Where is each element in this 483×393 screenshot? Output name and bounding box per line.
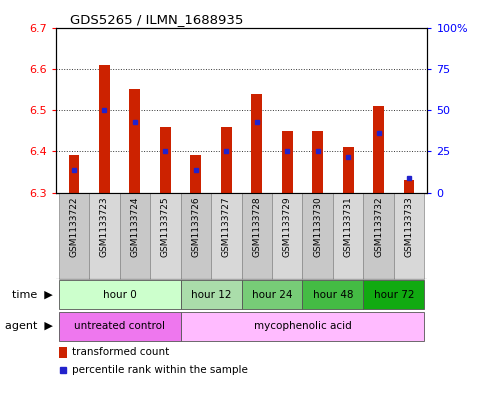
Text: transformed count: transformed count xyxy=(72,347,170,357)
Text: GSM1133725: GSM1133725 xyxy=(161,196,170,257)
Bar xyxy=(302,280,363,309)
Bar xyxy=(373,106,384,193)
Text: GSM1133724: GSM1133724 xyxy=(130,196,139,257)
Text: hour 48: hour 48 xyxy=(313,290,353,300)
Bar xyxy=(363,193,394,279)
Text: time  ▶: time ▶ xyxy=(13,290,53,300)
Text: agent  ▶: agent ▶ xyxy=(5,321,53,331)
Text: GSM1133723: GSM1133723 xyxy=(100,196,109,257)
Text: GDS5265 / ILMN_1688935: GDS5265 / ILMN_1688935 xyxy=(71,13,244,26)
Bar xyxy=(242,193,272,279)
Text: GSM1133731: GSM1133731 xyxy=(344,196,353,257)
Bar xyxy=(343,147,354,193)
Text: untreated control: untreated control xyxy=(74,321,165,331)
Bar xyxy=(150,193,181,279)
Bar xyxy=(129,90,140,193)
Text: GSM1133729: GSM1133729 xyxy=(283,196,292,257)
Text: mycophenolic acid: mycophenolic acid xyxy=(254,321,351,331)
Text: hour 0: hour 0 xyxy=(103,290,136,300)
Bar xyxy=(313,131,323,193)
Bar xyxy=(252,94,262,193)
Text: GSM1133732: GSM1133732 xyxy=(374,196,383,257)
Bar xyxy=(58,193,89,279)
Bar xyxy=(221,127,231,193)
Bar xyxy=(272,193,302,279)
Bar xyxy=(89,193,120,279)
Bar xyxy=(404,180,414,193)
Text: hour 72: hour 72 xyxy=(374,290,414,300)
Bar xyxy=(333,193,363,279)
Text: GSM1133727: GSM1133727 xyxy=(222,196,231,257)
Bar xyxy=(190,156,201,193)
Bar xyxy=(181,312,425,341)
Bar xyxy=(363,280,425,309)
Text: GSM1133728: GSM1133728 xyxy=(252,196,261,257)
Bar xyxy=(282,131,293,193)
Text: GSM1133726: GSM1133726 xyxy=(191,196,200,257)
Text: percentile rank within the sample: percentile rank within the sample xyxy=(72,365,248,375)
Bar xyxy=(302,193,333,279)
Bar xyxy=(58,280,181,309)
Bar xyxy=(59,347,68,358)
Bar xyxy=(394,193,425,279)
Text: hour 12: hour 12 xyxy=(191,290,231,300)
Text: GSM1133733: GSM1133733 xyxy=(405,196,413,257)
Bar xyxy=(69,156,79,193)
Bar xyxy=(160,127,170,193)
Bar xyxy=(99,65,110,193)
Text: hour 24: hour 24 xyxy=(252,290,292,300)
Bar xyxy=(120,193,150,279)
Bar xyxy=(211,193,242,279)
Bar xyxy=(242,280,302,309)
Text: GSM1133722: GSM1133722 xyxy=(70,196,78,257)
Bar xyxy=(181,193,211,279)
Bar xyxy=(181,280,242,309)
Text: GSM1133730: GSM1133730 xyxy=(313,196,322,257)
Bar xyxy=(58,312,181,341)
